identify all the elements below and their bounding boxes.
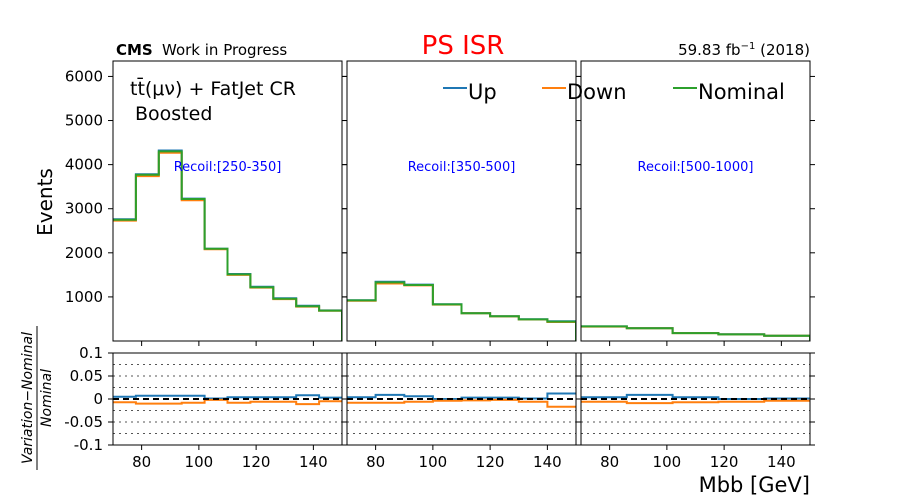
lumi-year: (2018) [760,41,810,59]
recoil-label: Recoil:[350-500] [408,160,516,175]
y-tick-label: 2000 [65,244,103,262]
x-tick-label: 140 [767,453,796,471]
y-tick-label: 5000 [65,112,103,130]
ratio-histograms [581,353,810,445]
x-tick-label: 100 [653,453,682,471]
main-frame [346,60,577,342]
ratio-y-axis-label: Variation−Nominal Nominal [20,326,55,470]
legend: Up Down Nominal [443,80,785,104]
nominal-series-line [347,281,576,341]
ratio-down-line [347,398,576,408]
main-histograms [113,149,342,341]
luminosity-label: 59.83 fb−1 (2018) [678,41,810,59]
nominal-series-line [581,325,810,341]
x-tick-label: 80 [132,453,151,471]
nominal-series-line [113,150,342,341]
main-histograms [581,325,810,341]
recoil-label: Recoil:[250-350] [174,160,282,175]
plot-area: 100020003000400050006000Recoil:[250-350]… [64,60,815,471]
main-frame [112,60,343,342]
ratio-down-line [113,398,342,406]
panel-2: Recoil:[350-500] 80 100 120 140 [342,60,581,471]
ratio-tick-label: -0.1 [74,436,103,454]
ratio-histograms [113,353,342,445]
ratio-down-line [581,399,810,405]
main-frame [580,60,811,342]
x-tick-label: 80 [600,453,619,471]
x-tick-label: 140 [533,453,562,471]
region-label: Boosted [135,103,212,125]
legend-label-nominal: Nominal [698,80,785,104]
x-axis-label: Mbb [GeV] [699,473,810,497]
y-tick-label: 4000 [65,156,103,174]
ratio-tick-label: -0.05 [64,413,103,431]
ratio-label-numerator: Variation−Nominal [20,332,36,464]
x-tick-label: 140 [299,453,328,471]
recoil-label: Recoil:[500-1000] [638,160,754,175]
y-axis-label: Events [33,168,57,236]
y-tick-label: 6000 [65,67,103,85]
lumi-exponent: −1 [741,41,756,52]
work-in-progress-label: Work in Progress [162,41,287,59]
lumi-value: 59.83 fb [678,41,741,59]
x-tick-label: 120 [242,453,271,471]
process-label: tt̄(μν) + FatJet CR [130,76,296,100]
down-series-line [113,151,342,341]
x-tick-label: 120 [476,453,505,471]
x-tick-label: 120 [710,453,739,471]
main-histograms [347,280,576,341]
ratio-label-denominator: Nominal [39,369,55,427]
y-tick-label: 3000 [65,200,103,218]
x-tick-label: 100 [419,453,448,471]
figure-title: PS ISR [422,31,505,61]
x-tick-label: 100 [185,453,214,471]
panel-3: Recoil:[500-1000] 80 100 120 140 [576,60,815,471]
ratio-up-line [113,394,342,400]
ratio-tick-label: 0.1 [79,344,103,362]
panel-1: 100020003000400050006000Recoil:[250-350]… [64,60,347,471]
up-series-line [113,149,342,341]
cms-label: CMS [116,41,153,59]
x-tick-label: 80 [366,453,385,471]
legend-label-down: Down [567,80,627,104]
ratio-histograms [347,353,576,445]
y-tick-label: 1000 [65,288,103,306]
legend-label-up: Up [468,80,497,104]
ratio-tick-label: 0.05 [70,367,103,385]
ratio-tick-label: 0 [93,390,103,408]
